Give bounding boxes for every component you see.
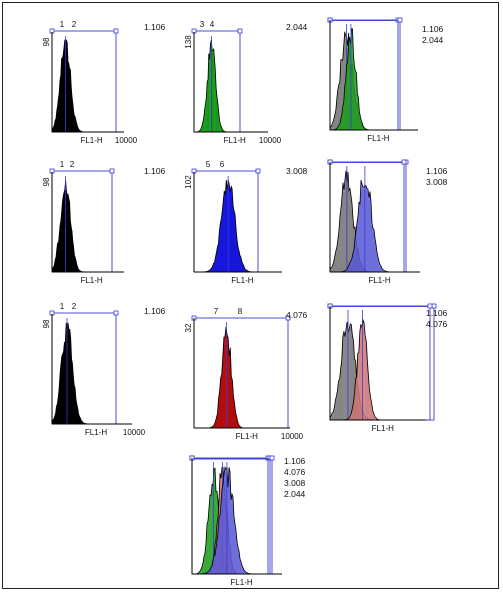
marker-label: 6 <box>220 160 225 169</box>
gate-handle <box>397 17 403 23</box>
y-max-tick-label: 98 <box>42 37 51 46</box>
gate-handle <box>269 455 275 461</box>
ratio-label: 1.106 <box>144 22 166 32</box>
marker-label: 3 <box>200 20 205 29</box>
marker-label: 5 <box>206 160 211 169</box>
histogram-red <box>194 326 290 429</box>
y-max-tick-label: 98 <box>42 319 51 328</box>
histogram-green <box>194 39 268 133</box>
ratio-label: 2.044 <box>284 489 306 499</box>
figure-frame <box>2 2 499 589</box>
marker-label: 4 <box>210 20 215 29</box>
gate-handle <box>285 315 291 321</box>
x-axis-label: FL1-H <box>80 136 102 145</box>
ratio-label: 4.076 <box>286 310 308 320</box>
chart-svg: FL1-H 10000 98 1 2 1.106 <box>42 302 166 437</box>
overlay-panel-3: FL1-H 1.106 2.044 <box>326 17 481 150</box>
ratio-label: 3.008 <box>426 177 448 187</box>
ratio-label: 2.044 <box>286 22 308 32</box>
y-max-tick-label: 138 <box>184 35 193 49</box>
chart-svg: FL1-H 10000 98 1 2 1.106 <box>42 20 166 145</box>
x-max-tick-label: 10000 <box>115 136 138 145</box>
chart-svg: FL1-H 98 1 2 1.106 <box>42 160 166 285</box>
histogram-panel-5: FL1-H 102 5 6 3.008 <box>180 160 320 290</box>
histogram-panel-8: FL1-H 10000 32 7 8 4.076 <box>180 302 320 442</box>
x-axis-label: FL1-H <box>367 134 389 143</box>
marker-label: 7 <box>214 307 219 316</box>
ratio-label: 2.044 <box>422 35 444 45</box>
gate-handle <box>237 28 243 34</box>
ratio-label: 4.076 <box>426 319 448 329</box>
ratio-label: 3.008 <box>284 478 306 488</box>
chart-svg: FL1-H 10000 32 7 8 4.076 <box>184 307 308 441</box>
ratio-label: 1.106 <box>426 308 448 318</box>
histogram-black <box>51 39 124 133</box>
histogram-panel-4: FL1-H 98 1 2 1.106 <box>42 160 184 290</box>
gate-handle <box>427 303 433 309</box>
x-max-tick-label: 10000 <box>123 428 146 437</box>
gate-handle <box>255 168 261 174</box>
gate-handle <box>109 168 115 174</box>
ratio-label: 4.076 <box>284 467 306 477</box>
y-max-tick-label: 32 <box>184 323 193 332</box>
ratio-label: 1.106 <box>144 166 166 176</box>
ratio-label: 1.106 <box>426 166 448 176</box>
histogram-grey <box>329 321 426 421</box>
marker-label: 1 <box>60 20 65 29</box>
x-axis-label: FL1-H <box>80 276 102 285</box>
x-axis-label: FL1-H <box>236 432 258 441</box>
chart-svg: FL1-H 10000 138 3 4 2.044 <box>184 20 308 145</box>
histogram-black <box>51 322 132 425</box>
marker-label: 2 <box>72 20 77 29</box>
y-max-tick-label: 98 <box>42 177 51 186</box>
gate-rectangle <box>193 317 289 429</box>
x-max-tick-label: 10000 <box>281 432 304 441</box>
ratio-label: 3.008 <box>286 166 308 176</box>
gate-handle <box>113 28 119 34</box>
histogram-panel-1: FL1-H 10000 98 1 2 1.106 <box>42 20 184 150</box>
x-axis-label: FL1-H <box>231 276 253 285</box>
chart-svg: FL1-H 102 5 6 3.008 <box>184 160 308 285</box>
x-axis-label: FL1-H <box>85 428 107 437</box>
gate-handle <box>401 159 407 165</box>
marker-label: 2 <box>70 160 75 169</box>
ratio-label: 1.106 <box>144 306 166 316</box>
ratio-label: 1.106 <box>422 24 444 34</box>
overlay-panel-9: FL1-H 1.106 4.076 <box>326 302 481 442</box>
x-axis-label: FL1-H <box>224 136 246 145</box>
gate-handle <box>113 310 119 316</box>
y-max-tick-label: 102 <box>184 175 193 189</box>
x-axis-label: FL1-H <box>368 276 390 285</box>
marker-label: 1 <box>60 160 65 169</box>
histogram-black <box>51 180 124 273</box>
marker-label: 1 <box>60 302 65 311</box>
histogram-panel-7: FL1-H 10000 98 1 2 1.106 <box>42 302 184 442</box>
x-axis-label: FL1-H <box>372 424 394 433</box>
overlay-panel-6: FL1-H 1.106 3.008 <box>326 159 481 290</box>
overlay-panel-10: FL1-H 1.106 4.076 3.008 2.044 <box>188 448 328 587</box>
marker-label: 2 <box>72 302 77 311</box>
x-max-tick-label: 10000 <box>259 136 282 145</box>
histogram-panel-2: FL1-H 10000 138 3 4 2.044 <box>180 20 320 150</box>
x-axis-label: FL1-H <box>230 578 252 587</box>
marker-label: 8 <box>238 307 243 316</box>
ratio-label: 1.106 <box>284 456 306 466</box>
